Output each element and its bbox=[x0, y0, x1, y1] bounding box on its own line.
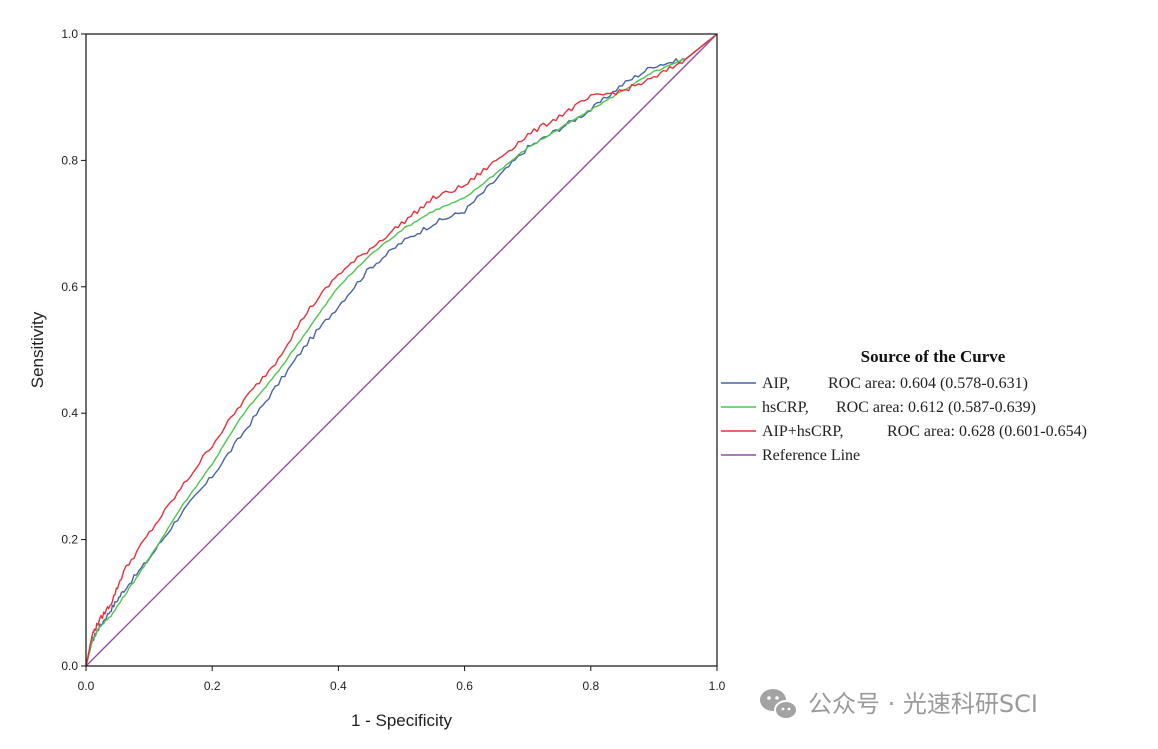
watermark-text: 公众号 · 光速科研SCI bbox=[808, 690, 1038, 718]
legend-entry-roc: ROC area: 0.604 (0.578-0.631) bbox=[828, 375, 1028, 392]
x-tick-label: 1.0 bbox=[709, 679, 726, 693]
y-tick-label: 1.0 bbox=[61, 27, 78, 41]
legend: Source of the Curve AIP, ROC area: 0.604 … bbox=[721, 347, 1087, 464]
y-tick-label: 0.6 bbox=[61, 280, 78, 294]
y-axis-ticks: 0.0 0.2 0.4 0.6 0.8 1.0 bbox=[61, 27, 86, 673]
y-tick-label: 0.8 bbox=[61, 153, 78, 167]
legend-entry-roc: ROC area: 0.628 (0.601-0.654) bbox=[887, 423, 1087, 440]
legend-entry-name: AIP, bbox=[762, 375, 790, 392]
x-axis-label: 1 - Specificity bbox=[351, 711, 453, 730]
y-tick-label: 0.2 bbox=[61, 533, 78, 547]
legend-entry-roc: ROC area: 0.612 (0.587-0.639) bbox=[836, 399, 1036, 416]
legend-entries: AIP, ROC area: 0.604 (0.578-0.631) hsCRP, R… bbox=[721, 375, 1087, 464]
wechat-icon bbox=[760, 689, 798, 720]
x-tick-label: 0.4 bbox=[330, 679, 347, 693]
y-tick-label: 0.0 bbox=[61, 659, 78, 673]
legend-entry-name: Reference Line bbox=[762, 447, 860, 464]
series-line-reference-line bbox=[85, 33, 718, 667]
x-tick-label: 0.8 bbox=[582, 679, 599, 693]
x-tick-label: 0.0 bbox=[78, 679, 95, 693]
series-line-aip bbox=[85, 33, 718, 667]
series-line-hscrp bbox=[85, 33, 718, 667]
watermark: 公众号 · 光速科研SCI bbox=[760, 689, 1038, 720]
x-axis-ticks: 0.0 0.2 0.4 0.6 0.8 1.0 bbox=[78, 666, 726, 693]
series-line-aip-hscrp bbox=[85, 33, 718, 667]
x-tick-label: 0.6 bbox=[456, 679, 473, 693]
x-tick-label: 0.2 bbox=[204, 679, 221, 693]
legend-title: Source of the Curve bbox=[861, 347, 1006, 366]
legend-entry-name: AIP+hsCRP, bbox=[762, 423, 844, 440]
legend-entry-name: hsCRP, bbox=[762, 399, 809, 416]
series-layer bbox=[85, 33, 718, 667]
y-tick-label: 0.4 bbox=[61, 406, 78, 420]
y-axis-label: Sensitivity bbox=[28, 311, 47, 388]
plot-frame bbox=[85, 33, 718, 667]
